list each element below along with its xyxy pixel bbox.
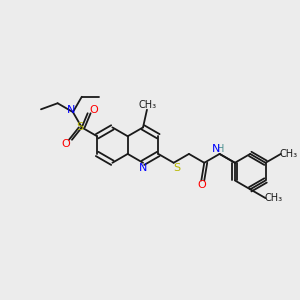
Text: O: O <box>89 105 98 115</box>
Text: N: N <box>139 163 147 173</box>
Text: O: O <box>197 180 206 190</box>
Text: H: H <box>217 144 224 154</box>
Text: S: S <box>76 122 83 132</box>
Text: S: S <box>173 163 180 173</box>
Text: N: N <box>67 105 75 115</box>
Text: CH₃: CH₃ <box>264 193 282 203</box>
Text: CH₃: CH₃ <box>280 149 298 159</box>
Text: CH₃: CH₃ <box>139 100 157 110</box>
Text: N: N <box>212 144 220 154</box>
Text: O: O <box>62 139 70 149</box>
